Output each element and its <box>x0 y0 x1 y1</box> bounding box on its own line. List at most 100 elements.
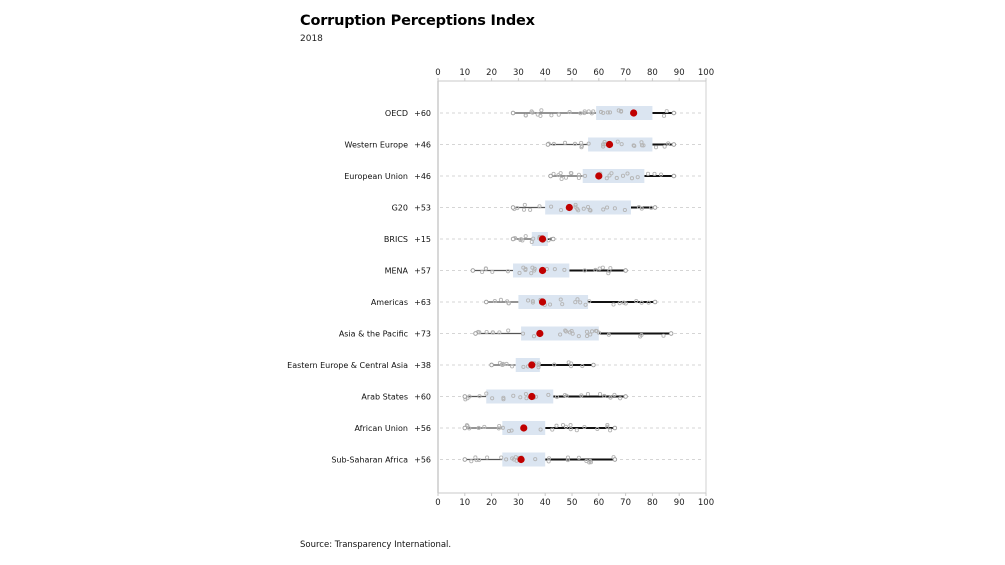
country-point <box>537 204 542 209</box>
bottom-tick-label: 10 <box>459 498 470 508</box>
country-point <box>511 393 516 398</box>
source-note: Source: Transparency International. <box>300 540 452 550</box>
country-point <box>505 269 511 274</box>
country-point <box>554 394 559 400</box>
country-point <box>482 424 487 430</box>
country-point <box>588 208 593 213</box>
min-point <box>545 142 551 147</box>
country-point <box>558 332 563 337</box>
range-label: +60 <box>414 109 431 118</box>
country-point <box>523 391 528 397</box>
country-point <box>634 299 639 304</box>
country-point <box>605 424 610 429</box>
mean-point <box>538 235 547 243</box>
country-point <box>529 271 534 276</box>
country-point <box>635 175 640 180</box>
max-point <box>668 331 674 336</box>
bottom-tick-label: 100 <box>698 498 714 508</box>
country-point <box>521 207 527 212</box>
country-point <box>566 360 571 365</box>
country-point <box>609 171 614 176</box>
country-point <box>504 457 509 462</box>
chart-title: Corruption Perceptions Index <box>300 13 535 29</box>
country-point <box>539 108 544 113</box>
country-point <box>563 175 569 180</box>
country-point <box>562 140 568 145</box>
country-point <box>552 362 557 367</box>
range-label: +57 <box>414 267 431 276</box>
country-point <box>568 170 573 176</box>
country-point <box>500 425 505 430</box>
country-point <box>552 267 557 272</box>
country-point <box>649 205 654 210</box>
min-point <box>470 268 476 273</box>
country-point <box>501 395 506 400</box>
mean-point <box>538 298 547 306</box>
min-point <box>462 394 468 399</box>
country-point <box>529 239 534 244</box>
iqr-box <box>582 169 645 183</box>
country-point <box>531 236 536 241</box>
min-point <box>462 457 468 462</box>
country-point <box>608 266 613 271</box>
country-point <box>521 364 526 369</box>
country-point <box>476 425 481 431</box>
country-point <box>496 426 501 431</box>
iqr-box <box>518 295 589 309</box>
country-point <box>505 299 510 304</box>
top-tick-label: 80 <box>647 68 658 78</box>
country-point <box>523 234 528 239</box>
country-point <box>492 299 497 304</box>
mean-point <box>520 424 528 432</box>
group-label: Americas <box>371 298 408 307</box>
country-point <box>617 301 622 306</box>
country-point <box>591 109 596 114</box>
mean-point <box>538 266 547 275</box>
country-point <box>619 142 624 147</box>
country-point <box>608 428 613 433</box>
country-point <box>549 113 554 118</box>
country-point <box>608 395 613 400</box>
country-point <box>584 458 589 464</box>
country-point <box>520 238 525 243</box>
country-point <box>547 456 552 461</box>
top-tick-label: 60 <box>593 68 604 78</box>
country-point <box>564 329 569 334</box>
country-point <box>532 268 537 273</box>
country-point <box>595 426 600 432</box>
bottom-tick-label: 80 <box>647 498 658 508</box>
country-point <box>582 173 588 178</box>
country-point <box>652 171 657 176</box>
country-point <box>480 269 485 274</box>
group-label: Arab States <box>361 393 408 402</box>
country-point <box>639 143 645 148</box>
country-point <box>579 393 584 398</box>
country-point <box>583 302 588 307</box>
country-point <box>579 145 584 150</box>
country-point <box>490 396 495 401</box>
country-point <box>563 424 569 429</box>
min-point <box>548 173 553 179</box>
mean-point <box>595 172 603 180</box>
country-point <box>559 176 564 181</box>
country-point <box>535 112 540 117</box>
country-point <box>497 330 502 335</box>
min-point <box>462 425 468 431</box>
group-label: MENA <box>385 267 409 276</box>
group-label: European Union <box>344 172 408 181</box>
country-point <box>639 332 644 338</box>
country-point <box>530 265 535 270</box>
country-point <box>597 392 603 397</box>
country-point <box>664 109 669 114</box>
country-point <box>506 328 511 333</box>
country-point <box>499 455 504 460</box>
country-point <box>558 171 563 176</box>
country-point <box>588 332 593 337</box>
country-point <box>589 329 595 334</box>
bottom-tick-label: 90 <box>674 498 685 508</box>
iqr-box <box>545 200 631 215</box>
max-point <box>652 205 658 210</box>
country-point <box>568 423 573 428</box>
country-point <box>551 141 556 147</box>
mean-point <box>536 329 544 338</box>
